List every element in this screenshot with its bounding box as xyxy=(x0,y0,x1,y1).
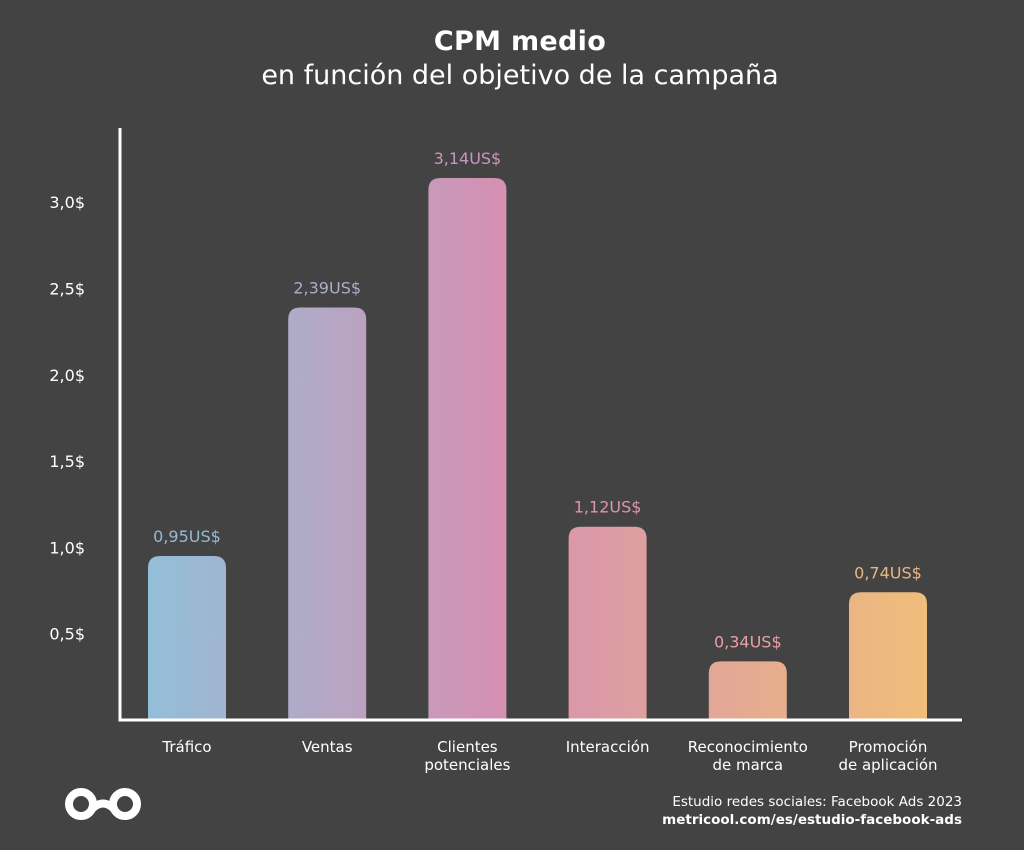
x-tick-label: Reconocimiento xyxy=(688,738,808,756)
chart-title: CPM medio xyxy=(433,26,607,57)
x-tick-label: Clientes xyxy=(437,738,498,756)
footer-source: Estudio redes sociales: Facebook Ads 202… xyxy=(672,794,962,810)
footer: Estudio redes sociales: Facebook Ads 202… xyxy=(662,793,962,829)
bars-group xyxy=(148,178,927,720)
x-tick-label: Interacción xyxy=(566,738,650,756)
x-tick-label: de marca xyxy=(712,756,783,774)
data-label: 0,95US$ xyxy=(153,527,221,546)
x-tick-label: Promoción xyxy=(849,738,928,756)
bar xyxy=(148,556,226,720)
y-tick-label: 3,0$ xyxy=(49,193,85,212)
metricool-logo-icon xyxy=(62,787,146,825)
y-tick-label: 2,5$ xyxy=(49,280,85,299)
data-labels-group: 0,95US$ 2,39US$ 3,14US$ 1,12US$ 0,34US$ 0,74U… xyxy=(153,149,922,651)
data-label: 3,14US$ xyxy=(434,149,502,168)
y-tick-label: 0,5$ xyxy=(49,625,85,644)
x-tick-label: potenciales xyxy=(424,756,510,774)
bar xyxy=(288,307,367,720)
data-label: 2,39US$ xyxy=(293,278,361,297)
bar xyxy=(568,526,647,720)
x-tick-label: Ventas xyxy=(302,738,353,756)
y-tick-label: 1,5$ xyxy=(49,452,85,471)
bar xyxy=(428,178,507,720)
chart-subtitle: en función del objetivo de la campaña xyxy=(261,60,779,91)
y-tick-label: 2,0$ xyxy=(49,366,85,385)
x-tick-label: Tráfico xyxy=(161,738,211,756)
bar xyxy=(849,592,927,720)
bar xyxy=(708,661,787,720)
footer-url[interactable]: metricool.com/es/estudio-facebook-ads xyxy=(662,812,962,828)
data-label: 1,12US$ xyxy=(574,498,642,517)
x-tick-label: de aplicación xyxy=(838,756,937,774)
y-tick-label: 1,0$ xyxy=(49,538,85,557)
data-label: 0,74US$ xyxy=(854,563,922,582)
data-label: 0,34US$ xyxy=(714,632,782,651)
y-axis-ticks: 0,5$ 1,0$ 1,5$ 2,0$ 2,5$ 3,0$ xyxy=(49,193,85,644)
